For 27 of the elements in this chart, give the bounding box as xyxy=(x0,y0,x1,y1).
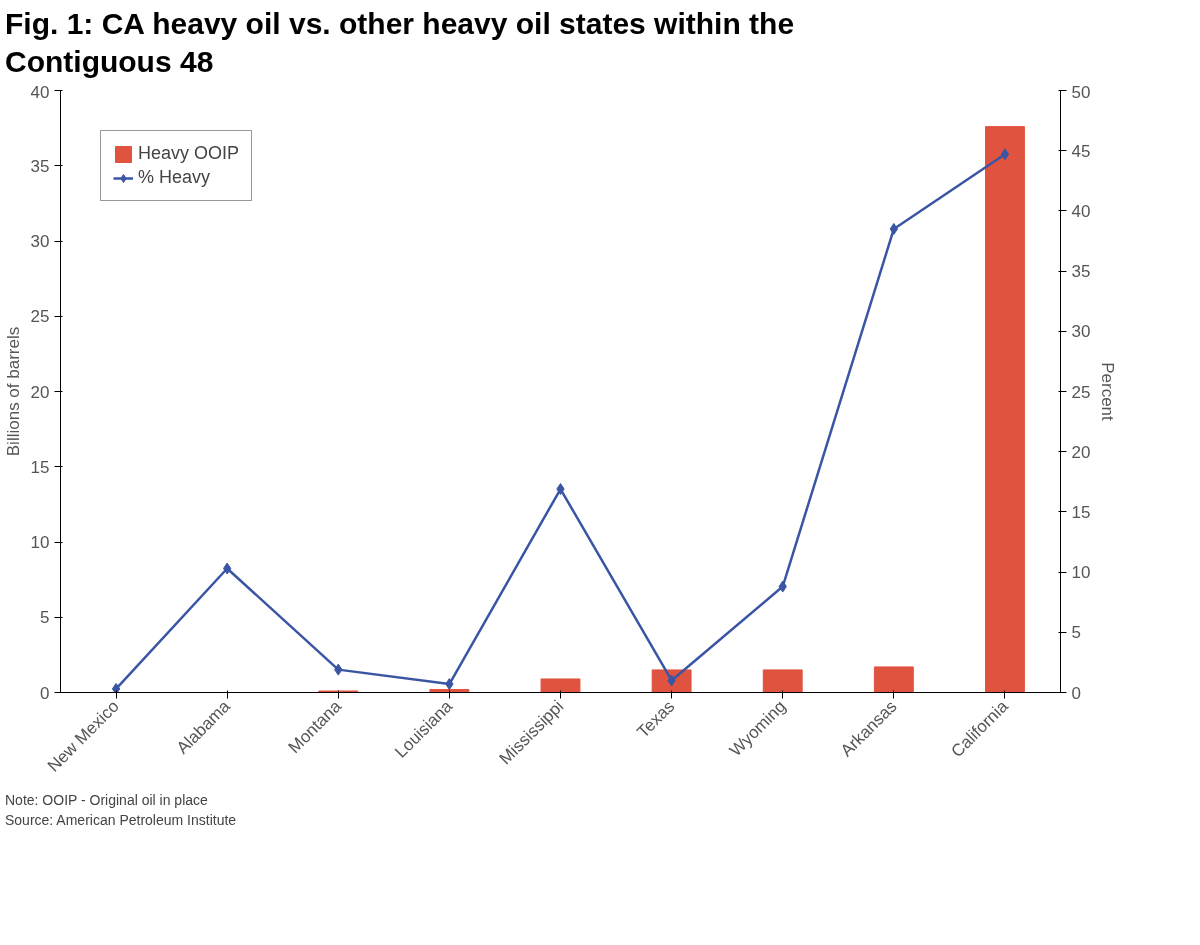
y-tick-label: 5 xyxy=(40,608,50,628)
y2-tick-label: 25 xyxy=(1071,382,1091,402)
chart-title: Fig. 1: CA heavy oil vs. other heavy oil states within the Contiguous 48 xyxy=(5,6,796,80)
y-tick-label: 0 xyxy=(40,683,50,703)
y-tick-label: 35 xyxy=(30,156,50,176)
y2-axis-title: Percent xyxy=(1098,362,1118,422)
y2-tick-label: 50 xyxy=(1071,82,1091,102)
y2-tick-label: 45 xyxy=(1071,141,1091,161)
y2-tick-label: 10 xyxy=(1071,563,1091,583)
legend-label: Heavy OOIP xyxy=(138,143,240,164)
y-tick-label: 30 xyxy=(30,232,50,251)
y-tick-label: 25 xyxy=(30,307,50,327)
legend-label: % Heavy xyxy=(138,167,211,188)
y2-tick-label: 30 xyxy=(1071,322,1091,342)
y2-tick-label: 15 xyxy=(1071,502,1091,522)
y-tick-label: 10 xyxy=(30,533,50,552)
y2-tick-label: 35 xyxy=(1071,262,1091,282)
y-tick-label: 20 xyxy=(30,382,50,402)
y2-tick-label: 20 xyxy=(1071,442,1091,462)
y2-tick-label: 0 xyxy=(1071,683,1081,703)
y2-tick-label: 5 xyxy=(1071,623,1081,643)
y-tick-label: 40 xyxy=(30,82,50,102)
text: Note: OOIP - Original oil in place xyxy=(5,791,209,810)
source-note: Source: American Petroleum Institute xyxy=(5,811,237,830)
y2-tick-label: 40 xyxy=(1071,201,1091,221)
y-tick-label: 15 xyxy=(30,457,50,477)
y-axis-title: Billions of barrels xyxy=(3,326,23,457)
